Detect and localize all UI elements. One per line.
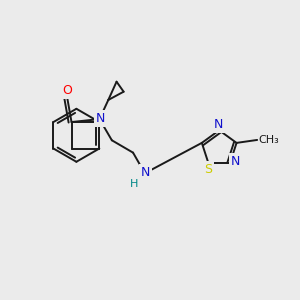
Text: N: N [214, 118, 223, 131]
Text: N: N [95, 112, 105, 125]
Text: S: S [204, 163, 212, 176]
Text: H: H [130, 178, 139, 189]
Text: N: N [141, 166, 150, 179]
Text: N: N [231, 155, 241, 168]
Text: CH₃: CH₃ [259, 135, 279, 145]
Text: O: O [62, 84, 72, 97]
